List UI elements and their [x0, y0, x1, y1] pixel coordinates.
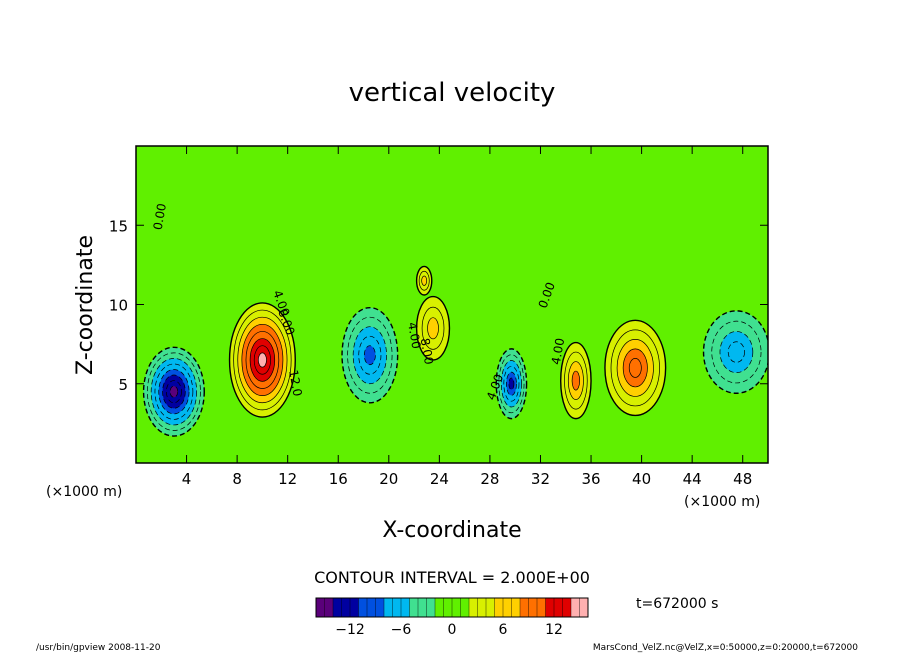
x-tick-label: 28	[480, 470, 499, 488]
colorbar-segment	[477, 597, 487, 618]
colorbar	[315, 597, 589, 618]
x-tick-label: 20	[379, 470, 398, 488]
colorbar-segment	[545, 597, 555, 618]
colorbar-segment	[375, 597, 385, 618]
velocity-cell-6	[560, 341, 592, 420]
colorbar-segment	[502, 597, 513, 618]
velocity-cell-1	[142, 346, 205, 437]
colorbar-segment	[536, 597, 547, 618]
chart-title: vertical velocity	[349, 78, 556, 108]
contour-level	[421, 275, 428, 286]
colorbar-segment	[528, 597, 538, 618]
contour-label: 0.00	[151, 202, 169, 231]
colorbar-segment	[485, 597, 496, 618]
contour-level	[628, 358, 642, 378]
colorbar-segment	[451, 597, 462, 618]
colorbar-segment	[400, 597, 411, 618]
contour-label: 4.00	[549, 337, 567, 366]
velocity-cells	[142, 265, 768, 437]
x-tick-label: 44	[683, 470, 702, 488]
colorbar-tick-label: 6	[499, 622, 508, 638]
y-tick-label: 10	[109, 297, 128, 315]
x-unit-right: (×1000 m)	[684, 494, 760, 510]
contour-level	[727, 341, 745, 363]
colorbar-segment	[434, 597, 445, 618]
colorbar-frame	[315, 597, 589, 618]
x-tick-label: 32	[531, 470, 550, 488]
x-axis: 4 8 12 16 20 24 28 32 36 40 44 48	[182, 146, 752, 488]
colorbar-segment	[324, 597, 334, 618]
time-label: t=672000 s	[636, 596, 718, 612]
contour-label: 12.0	[286, 369, 304, 398]
colorbar-segment	[332, 597, 343, 618]
colorbar-segment	[392, 597, 402, 618]
colorbar-segment	[511, 597, 521, 618]
footer-right: MarsCond_VelZ.nc@VelZ,x=0:50000,z=0:2000…	[593, 643, 858, 653]
colorbar-tick-label: −12	[335, 622, 365, 638]
contour-level	[169, 385, 179, 398]
colorbar-segment	[349, 597, 360, 618]
x-tick-label: 48	[733, 470, 752, 488]
contour-label: 4.00	[405, 321, 423, 350]
contour-level	[508, 377, 515, 390]
plot-area	[136, 146, 768, 463]
colorbar-segment	[570, 597, 581, 618]
x-tick-label: 4	[182, 470, 192, 488]
colorbar-segment	[417, 597, 428, 618]
x-tick-label: 8	[232, 470, 242, 488]
colorbar-tick-label: −6	[391, 622, 412, 638]
y-axis-label: Z-coordinate	[73, 235, 98, 375]
colorbar-segment	[562, 597, 572, 618]
colorbar-segment	[519, 597, 530, 618]
velocity-cell-2	[228, 302, 296, 418]
plot-background	[136, 146, 768, 463]
velocity-cell-7	[604, 319, 667, 417]
colorbar-tick-label: 12	[545, 622, 563, 638]
colorbar-tick-label: 0	[448, 622, 457, 638]
contour-label: 8.00	[418, 337, 436, 366]
contour-interval: CONTOUR INTERVAL = 2.000E+00	[314, 568, 590, 587]
y-tick-label: 5	[118, 376, 128, 394]
x-tick-label: 40	[632, 470, 651, 488]
colorbar-segment	[468, 597, 479, 618]
colorbar-segment	[366, 597, 377, 618]
y-axis: 5 10 15	[109, 217, 768, 394]
colorbar-segment	[460, 597, 470, 618]
velocity-cell-8	[702, 310, 768, 394]
velocity-cell-4	[415, 295, 451, 361]
x-tick-label: 12	[278, 470, 297, 488]
colorbar-segment	[409, 597, 419, 618]
x-axis-label: X-coordinate	[382, 518, 521, 543]
y-tick-label: 15	[109, 217, 128, 235]
colorbar-segment	[383, 597, 394, 618]
colorbar-segment	[443, 597, 453, 618]
x-tick-label: 16	[329, 470, 348, 488]
x-tick-label: 36	[581, 470, 600, 488]
colorbar-segment	[426, 597, 436, 618]
colorbar-segment	[494, 597, 504, 618]
colorbar-segment	[579, 597, 589, 618]
velocity-cell-9	[415, 265, 433, 296]
velocity-cell-5	[495, 348, 528, 420]
contour-level	[427, 317, 439, 340]
contour-level	[571, 370, 581, 391]
colorbar-segment	[341, 597, 351, 618]
velocity-cell-3	[341, 306, 399, 404]
colorbar-ticks: −12 −6 0 6 12	[335, 622, 563, 638]
contour-level	[257, 352, 267, 368]
x-tick-label: 24	[430, 470, 449, 488]
footer-left: /usr/bin/gpview 2008-11-20	[36, 643, 161, 653]
colorbar-segment	[553, 597, 564, 618]
contour-level	[363, 345, 376, 366]
colorbar-segment	[358, 597, 368, 618]
x-unit-left: (×1000 m)	[46, 484, 122, 500]
colorbar-segment	[315, 597, 326, 618]
